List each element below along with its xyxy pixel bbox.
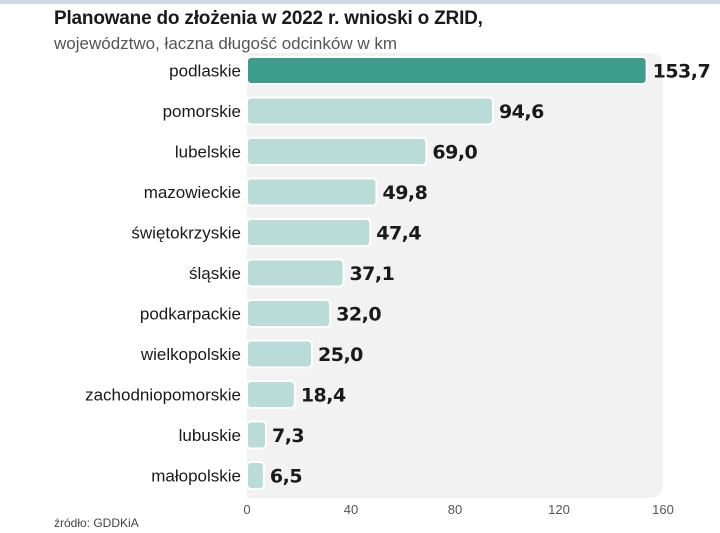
bar (246, 299, 332, 328)
source-note: źródło: GDDKiA (54, 516, 139, 530)
category-label: pomorskie (163, 102, 241, 121)
bar (246, 258, 345, 288)
bar (246, 56, 648, 85)
value-label: 18,4 (301, 385, 346, 407)
top-strip (0, 0, 720, 4)
bar (246, 177, 378, 207)
category-label: małopolskie (151, 467, 241, 486)
category-label: lubelskie (175, 143, 241, 162)
bar (246, 137, 428, 166)
value-label: 37,1 (349, 263, 394, 285)
category-label: mazowieckie (144, 183, 241, 202)
value-label: 69,0 (432, 142, 477, 164)
bar (246, 96, 494, 126)
x-tick-label: 160 (652, 502, 674, 517)
chart-subtitle: województwo, łaczna długość odcinków w k… (54, 34, 397, 53)
value-label: 7,3 (272, 425, 304, 447)
category-label: podlaskie (169, 62, 241, 81)
bar (246, 339, 313, 369)
value-label: 94,6 (499, 101, 544, 123)
x-tick-label: 120 (548, 502, 570, 517)
x-tick-label: 40 (344, 502, 358, 517)
value-label: 153,7 (653, 61, 711, 83)
value-label: 49,8 (382, 182, 427, 204)
value-label: 6,5 (270, 466, 302, 488)
category-label: lubuskie (179, 426, 241, 445)
x-tick-label: 0 (243, 502, 250, 517)
category-label: śląskie (189, 264, 241, 283)
category-label: świętokrzyskie (131, 224, 241, 243)
category-label: wielkopolskie (140, 345, 241, 364)
bar (246, 380, 296, 409)
bar (246, 461, 265, 490)
bar (246, 218, 372, 247)
bar (246, 420, 267, 450)
x-tick-label: 80 (448, 502, 462, 517)
value-label: 47,4 (376, 223, 421, 245)
value-label: 32,0 (336, 304, 381, 326)
value-label: 25,0 (318, 344, 363, 366)
chart-title: Planowane do złożenia w 2022 r. wnioski … (54, 8, 483, 29)
category-label: zachodniopomorskie (85, 386, 241, 405)
category-label: podkarpackie (140, 305, 241, 324)
